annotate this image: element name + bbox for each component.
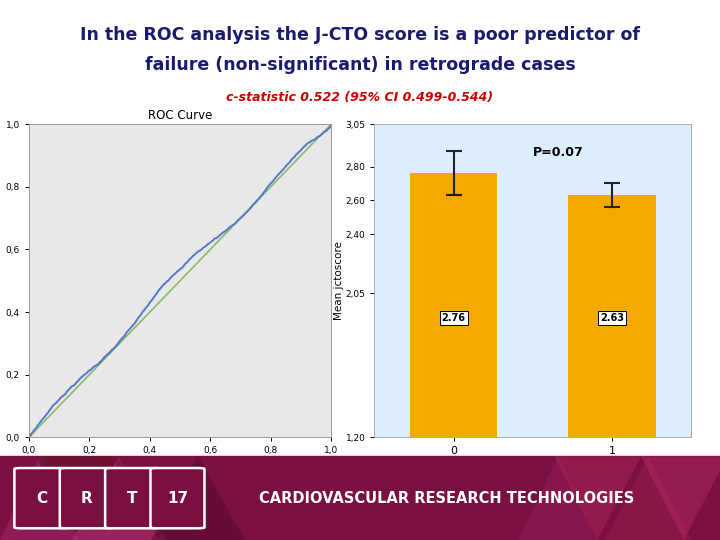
Text: T: T: [127, 491, 138, 505]
Polygon shape: [72, 456, 166, 540]
X-axis label: 1 - Specificity: 1 - Specificity: [142, 461, 218, 471]
Text: 17: 17: [167, 491, 188, 505]
Title: ROC Curve: ROC Curve: [148, 109, 212, 122]
Text: C: C: [36, 491, 47, 505]
Text: In the ROC analysis the J-CTO score is a poor predictor of: In the ROC analysis the J-CTO score is a…: [80, 26, 640, 44]
Text: c-statistic 0.522 (95% CI 0.499-0.544): c-statistic 0.522 (95% CI 0.499-0.544): [226, 91, 494, 104]
Polygon shape: [112, 456, 205, 540]
Text: failure (non-significant) in retrograde cases: failure (non-significant) in retrograde …: [145, 56, 575, 74]
Text: CARDIOVASCULAR RESEARCH TECHNOLOGIES: CARDIOVASCULAR RESEARCH TECHNOLOGIES: [258, 491, 634, 505]
Text: 2.63: 2.63: [600, 313, 624, 323]
X-axis label: success: success: [511, 462, 554, 472]
Y-axis label: Mean jctoscore: Mean jctoscore: [334, 241, 344, 320]
Text: 2.76: 2.76: [441, 313, 466, 323]
Polygon shape: [36, 456, 122, 540]
Polygon shape: [151, 456, 245, 540]
Text: R: R: [81, 491, 93, 505]
Polygon shape: [518, 456, 598, 540]
Bar: [569, 195, 655, 540]
Polygon shape: [641, 456, 720, 540]
Text: P=0.07: P=0.07: [533, 146, 583, 159]
Polygon shape: [0, 456, 79, 540]
Bar: [410, 173, 497, 540]
FancyBboxPatch shape: [105, 468, 159, 528]
Polygon shape: [605, 456, 691, 540]
FancyBboxPatch shape: [150, 468, 204, 528]
FancyBboxPatch shape: [60, 468, 114, 528]
Polygon shape: [554, 456, 641, 540]
FancyBboxPatch shape: [14, 468, 68, 528]
